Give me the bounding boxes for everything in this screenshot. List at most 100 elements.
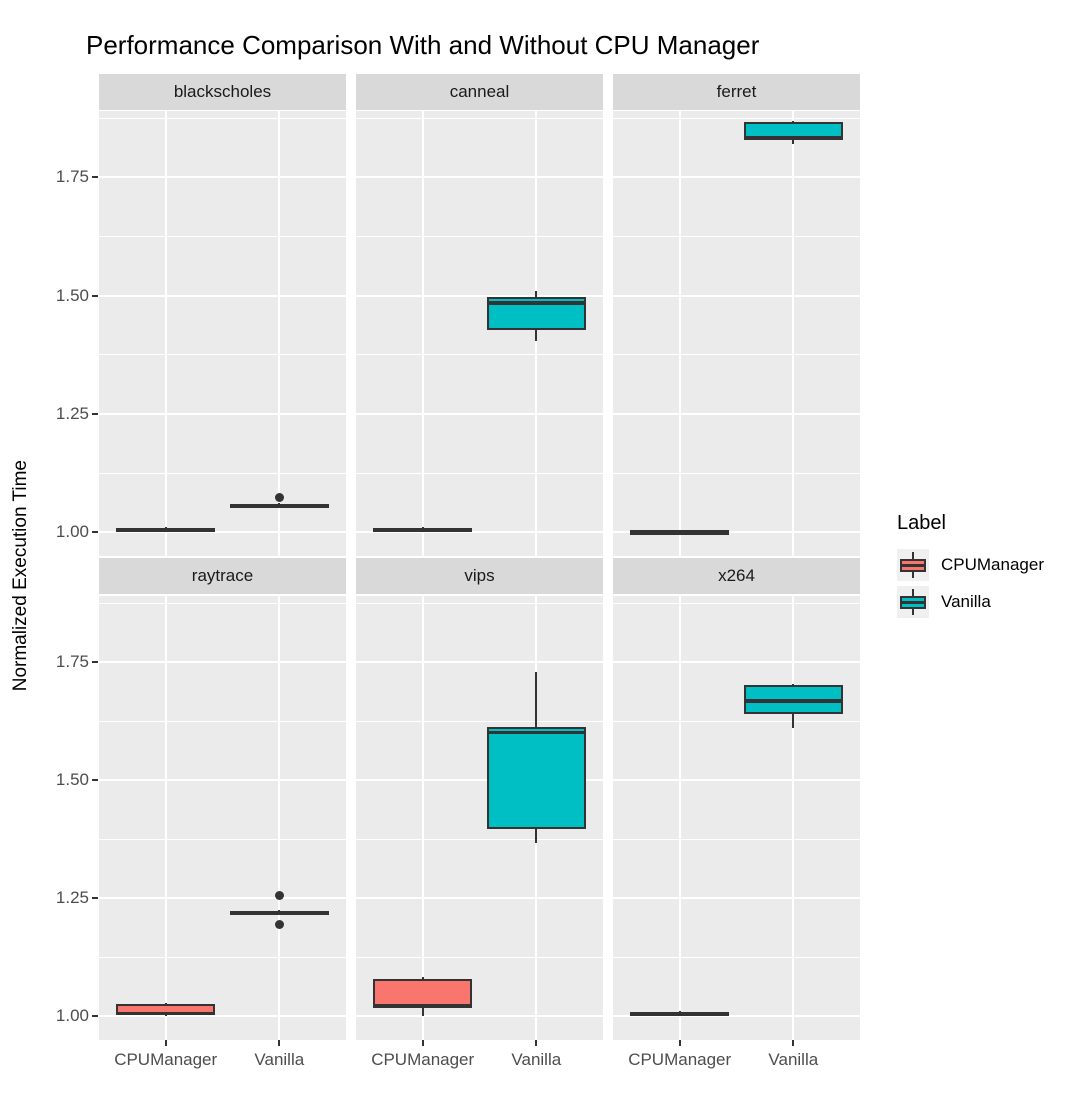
x-tick-label: Vanilla: [254, 1050, 305, 1069]
boxplot-median-line: [630, 530, 730, 534]
minor-gridline: [99, 838, 346, 840]
legend-entry-cpumanager: CPUManager: [897, 549, 1044, 581]
major-gridline: [356, 779, 603, 782]
key-median-line: [900, 601, 926, 604]
facet-strip: blackscholes: [99, 74, 346, 110]
facet-strip: canneal: [356, 74, 603, 110]
boxplot-whisker-upper: [792, 683, 795, 685]
vertical-gridline: [278, 111, 281, 556]
x-tick-mark: [278, 1040, 281, 1046]
x-tick-label: CPUManager: [114, 1050, 218, 1069]
boxplot-whisker-upper: [535, 672, 538, 728]
legend-entry-label: Vanilla: [941, 592, 991, 611]
facet-strip: vips: [356, 558, 603, 594]
boxplot-median-line: [229, 503, 329, 508]
major-gridline: [99, 779, 346, 782]
boxplot-median-line: [630, 1011, 730, 1016]
facet-strip: x264: [613, 558, 860, 594]
facet-panel: [613, 596, 860, 1040]
vertical-gridline: [792, 111, 795, 556]
y-tick-mark: [92, 661, 98, 664]
minor-gridline: [613, 956, 860, 958]
y-tick-mark: [92, 779, 98, 782]
outlier-point: [274, 890, 284, 900]
y-tick-label: 1.00: [55, 522, 89, 542]
vertical-gridline: [678, 111, 681, 556]
boxplot-whisker-lower: [792, 140, 795, 145]
minor-gridline: [613, 602, 860, 604]
y-tick-mark: [92, 531, 98, 534]
y-axis-title-text: Normalized Execution Time: [10, 459, 31, 692]
major-gridline: [99, 897, 346, 900]
x-tick-label: CPUManager: [628, 1050, 732, 1069]
minor-gridline: [613, 354, 860, 356]
y-tick-mark: [92, 1015, 98, 1018]
boxplot-box: [373, 979, 473, 1009]
major-gridline: [99, 531, 346, 534]
legend: Label CPUManager Vanilla: [897, 512, 1044, 623]
legend-entry-label: CPUManager: [941, 555, 1044, 574]
major-gridline: [356, 531, 603, 534]
minor-gridline: [613, 472, 860, 474]
x-tick-label: Vanilla: [511, 1050, 562, 1069]
y-tick-mark: [92, 294, 98, 297]
major-gridline: [99, 661, 346, 664]
y-tick-label: 1.75: [55, 167, 89, 187]
minor-gridline: [356, 235, 603, 237]
boxplot-median-line: [116, 1011, 216, 1016]
y-tick-label: 1.00: [55, 1006, 89, 1026]
y-tick-mark: [92, 412, 98, 415]
minor-gridline: [99, 602, 346, 604]
minor-gridline: [613, 720, 860, 722]
boxplot-median-line: [486, 301, 586, 305]
minor-gridline: [99, 956, 346, 958]
boxplot-whisker-lower: [164, 1015, 167, 1017]
boxplot-box: [486, 727, 586, 829]
boxplot-whisker-lower: [792, 713, 795, 728]
major-gridline: [356, 661, 603, 664]
vertical-gridline: [278, 596, 281, 1040]
boxplot-whisker-upper: [421, 977, 424, 980]
major-gridline: [613, 412, 860, 415]
major-gridline: [356, 294, 603, 297]
x-tick-mark: [792, 1040, 795, 1046]
minor-gridline: [99, 472, 346, 474]
boxplot-whisker-upper: [278, 910, 281, 912]
major-gridline: [613, 176, 860, 179]
minor-gridline: [356, 602, 603, 604]
major-gridline: [613, 294, 860, 297]
y-axis-title: Normalized Execution Time: [8, 111, 34, 1040]
boxplot-whisker-upper: [278, 502, 281, 504]
minor-gridline: [99, 354, 346, 356]
boxplot-median-line: [373, 527, 473, 532]
major-gridline: [99, 412, 346, 415]
y-tick-label: 1.50: [55, 285, 89, 305]
major-gridline: [356, 897, 603, 900]
facet-strip: raytrace: [99, 558, 346, 594]
boxplot-median-line: [743, 135, 843, 140]
vertical-gridline: [421, 111, 424, 556]
major-gridline: [99, 1015, 346, 1018]
facet-panel: [99, 111, 346, 556]
boxplot-whisker-lower: [535, 828, 538, 843]
major-gridline: [613, 897, 860, 900]
boxplot-whisker-upper: [421, 526, 424, 528]
facet-panel: [356, 111, 603, 556]
boxplot-median-line: [229, 910, 329, 915]
y-tick-label: 1.75: [55, 652, 89, 672]
facet-panel: [99, 596, 346, 1040]
x-tick-mark: [535, 1040, 538, 1046]
x-tick-mark: [678, 1040, 681, 1046]
major-gridline: [613, 779, 860, 782]
boxplot-whisker-upper: [535, 290, 538, 298]
x-tick-label: Vanilla: [768, 1050, 819, 1069]
x-tick-label: CPUManager: [371, 1050, 475, 1069]
boxplot-median-line: [486, 730, 586, 735]
minor-gridline: [356, 354, 603, 356]
x-tick-mark: [164, 1040, 167, 1046]
vertical-gridline: [792, 596, 795, 1040]
minor-gridline: [356, 838, 603, 840]
boxplot-whisker-upper: [678, 1011, 681, 1013]
vertical-gridline: [164, 111, 167, 556]
y-tick-label: 1.50: [55, 770, 89, 790]
